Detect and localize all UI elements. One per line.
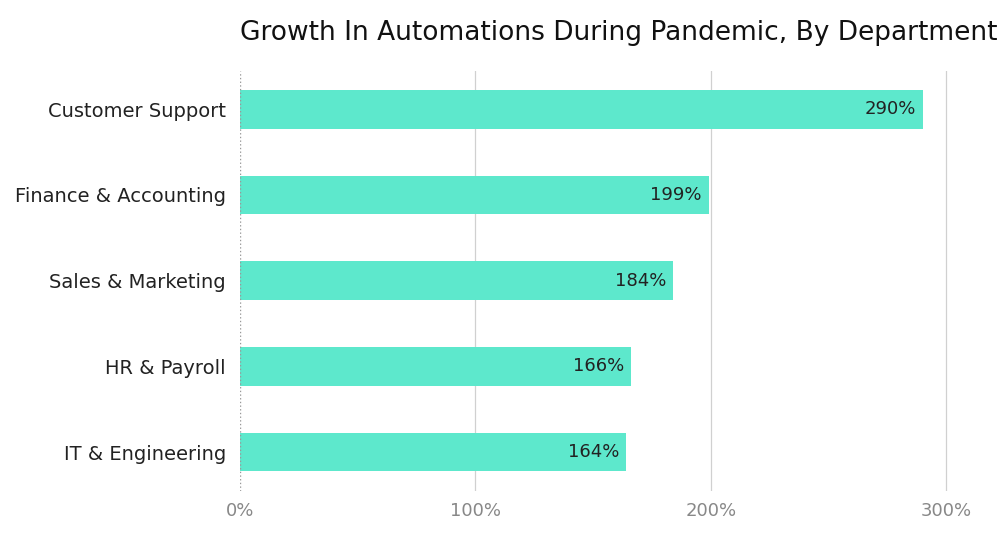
Bar [240, 433, 626, 471]
Text: 184%: 184% [615, 271, 666, 290]
Text: 290%: 290% [864, 100, 916, 118]
Bar [240, 262, 673, 300]
Text: Growth In Automations During Pandemic, By Department: Growth In Automations During Pandemic, B… [240, 20, 998, 46]
Bar [240, 90, 923, 129]
Text: 199%: 199% [650, 186, 702, 204]
Text: 166%: 166% [573, 358, 624, 376]
Bar [240, 347, 631, 386]
Bar [240, 175, 709, 214]
Text: 164%: 164% [568, 443, 619, 461]
